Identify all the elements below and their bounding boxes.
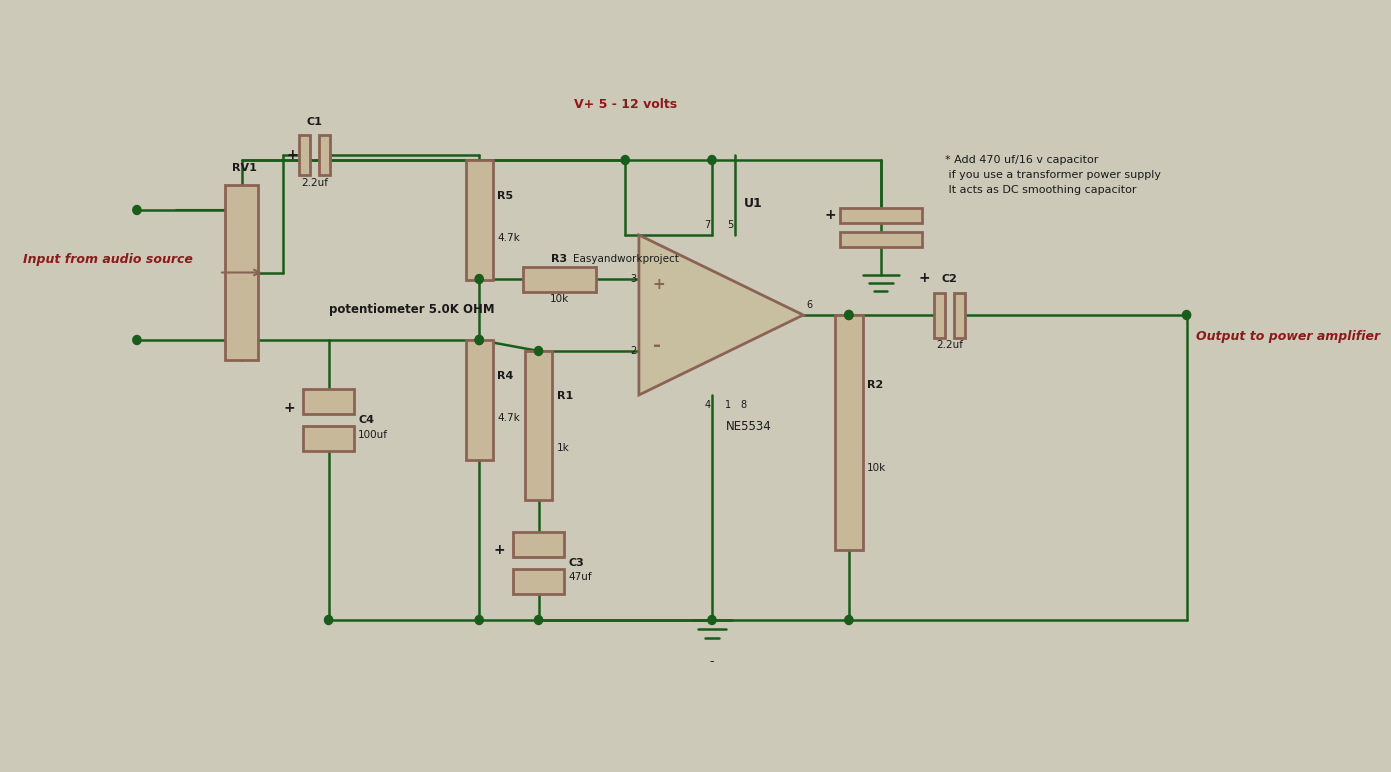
Text: 1: 1 bbox=[725, 400, 732, 410]
Text: NE5534: NE5534 bbox=[726, 420, 772, 433]
Text: R4: R4 bbox=[498, 371, 513, 381]
Bar bbox=[299, 135, 310, 175]
Text: Easyandworkproject: Easyandworkproject bbox=[573, 253, 679, 263]
Circle shape bbox=[324, 615, 332, 625]
Text: 5: 5 bbox=[727, 220, 733, 230]
Bar bbox=[840, 208, 922, 223]
Text: * Add 470 uf/16 v capacitor
 if you use a transformer power supply
 It acts as D: * Add 470 uf/16 v capacitor if you use a… bbox=[944, 155, 1160, 195]
Text: C1: C1 bbox=[307, 117, 323, 127]
Text: 3: 3 bbox=[630, 274, 636, 284]
Text: 7: 7 bbox=[704, 220, 711, 230]
Bar bbox=[303, 426, 353, 451]
Bar bbox=[513, 531, 563, 557]
Circle shape bbox=[844, 310, 853, 320]
Text: +: + bbox=[652, 277, 665, 292]
Bar bbox=[524, 351, 552, 500]
Text: 6: 6 bbox=[805, 300, 812, 310]
Bar bbox=[933, 293, 944, 337]
Text: C2: C2 bbox=[942, 275, 957, 285]
Circle shape bbox=[534, 347, 542, 355]
Polygon shape bbox=[638, 235, 803, 395]
Circle shape bbox=[476, 275, 483, 283]
Circle shape bbox=[844, 615, 853, 625]
Circle shape bbox=[476, 336, 483, 344]
Text: +: + bbox=[919, 270, 931, 285]
Text: R1: R1 bbox=[556, 391, 573, 401]
Text: +: + bbox=[287, 148, 298, 162]
Text: Output to power amplifier: Output to power amplifier bbox=[1196, 330, 1380, 343]
Text: 4: 4 bbox=[704, 400, 711, 410]
Text: 47uf: 47uf bbox=[568, 573, 591, 583]
Text: C4: C4 bbox=[359, 415, 374, 425]
Bar bbox=[303, 389, 353, 414]
Text: 4.7k: 4.7k bbox=[498, 413, 520, 423]
Circle shape bbox=[622, 155, 629, 164]
Text: -: - bbox=[652, 336, 661, 355]
Text: 4.7k: 4.7k bbox=[498, 233, 520, 243]
Circle shape bbox=[534, 615, 542, 625]
Bar bbox=[954, 293, 965, 337]
Text: 10k: 10k bbox=[549, 294, 569, 304]
Text: +: + bbox=[825, 208, 836, 222]
Text: -: - bbox=[709, 655, 714, 668]
Text: 2.2uf: 2.2uf bbox=[936, 340, 963, 350]
Text: +: + bbox=[494, 543, 505, 557]
Bar bbox=[513, 568, 563, 594]
Circle shape bbox=[476, 336, 483, 344]
Circle shape bbox=[708, 615, 716, 625]
Text: 8: 8 bbox=[741, 400, 747, 410]
Circle shape bbox=[132, 205, 140, 215]
Bar bbox=[466, 340, 492, 460]
Text: R5: R5 bbox=[498, 191, 513, 201]
Circle shape bbox=[708, 155, 716, 164]
Bar bbox=[466, 160, 492, 280]
Text: V+ 5 - 12 volts: V+ 5 - 12 volts bbox=[573, 99, 677, 111]
Text: 1k: 1k bbox=[556, 443, 569, 453]
Text: R3: R3 bbox=[551, 253, 568, 263]
Circle shape bbox=[844, 310, 853, 320]
Text: 10k: 10k bbox=[867, 462, 886, 472]
Bar bbox=[320, 135, 331, 175]
Circle shape bbox=[132, 336, 140, 344]
Bar bbox=[835, 315, 862, 550]
Text: Input from audio source: Input from audio source bbox=[22, 253, 193, 266]
Text: RV1: RV1 bbox=[232, 163, 257, 173]
Text: 2.2uf: 2.2uf bbox=[302, 178, 328, 188]
Text: 100uf: 100uf bbox=[359, 430, 388, 440]
Bar bbox=[225, 185, 259, 360]
Circle shape bbox=[1182, 310, 1191, 320]
Text: R2: R2 bbox=[867, 381, 883, 391]
Text: C3: C3 bbox=[568, 557, 584, 567]
Bar bbox=[523, 266, 595, 292]
Text: +: + bbox=[284, 401, 296, 415]
Circle shape bbox=[476, 615, 483, 625]
Text: 2: 2 bbox=[630, 346, 636, 356]
Bar bbox=[840, 232, 922, 247]
Text: U1: U1 bbox=[744, 197, 762, 210]
Text: potentiometer 5.0K OHM: potentiometer 5.0K OHM bbox=[328, 303, 494, 317]
